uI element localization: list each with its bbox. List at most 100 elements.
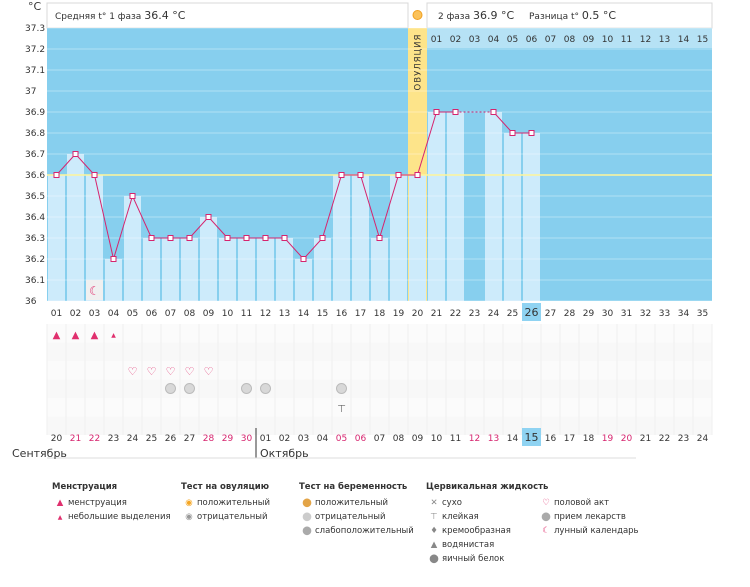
legend-item: ✕ сухо [426,496,548,510]
cycle-day-row [47,303,712,321]
phase2-day-label: 05 [507,35,518,45]
legend-item: ◉ отрицательный [181,510,270,524]
temperature-point [224,235,231,241]
date-label: 01 [260,434,271,444]
menstruation-drop-icon: ▲ [53,330,61,341]
event-row [47,342,712,361]
legend-item: ⬤ положительный [299,496,414,510]
temperature-bar [105,259,122,301]
difference-label: Разница t° [529,12,579,22]
event-row [47,324,712,343]
date-label: 04 [317,434,329,444]
legend-item: ☾ лунный календарь [538,524,638,538]
cycle-day-label: 04 [108,309,120,319]
date-label: 15 [525,431,539,444]
legend-cervical-title: Цервикальная жидкость [426,482,549,492]
cycle-day-label: 01 [51,309,62,319]
phase2-day-label: 10 [602,35,614,45]
test-positive-icon: ⬤ [302,498,312,508]
circle-gray-icon: ◉ [185,512,193,522]
phase2-value: 36.9 °C [472,9,515,22]
y-tick-label: 36.1 [25,276,45,286]
event-row [47,416,712,435]
temperature-point [509,130,516,136]
phase2-day-label: 07 [545,35,556,45]
date-label: 22 [659,434,670,444]
temperature-bar [371,238,388,301]
y-tick-label: 36.9 [25,108,45,118]
event-row [47,379,712,398]
legend-item: ⊤ клейкая [426,510,548,524]
cycle-day-label: 34 [678,309,690,319]
date-label: 09 [412,434,424,444]
temperature-point [376,235,383,241]
heart-icon: ♡ [147,365,157,378]
date-label: 21 [640,434,651,444]
cycle-day-label: 06 [146,309,158,319]
egg-white-icon: ⬤ [429,554,439,564]
y-tick-label: 36 [25,297,37,307]
chart-background [46,2,713,301]
drop-icon: ▲ [56,498,64,508]
ovulation-sun-icon [412,10,423,20]
event-row [47,398,712,417]
y-tick-label: 36.7 [25,150,45,160]
ovulation-label: ОВУЛЯЦИЯ [414,34,424,91]
y-tick-label: 36.4 [25,213,45,223]
temperature-point [243,235,250,241]
phase2-day-label: 04 [488,35,500,45]
legend-item: ◉ положительный [181,496,270,510]
temperature-point [53,172,60,178]
temperature-bars [48,112,540,301]
date-label: 12 [469,434,480,444]
test-negative-icon [241,383,252,394]
legend-ovulation-test: Тест на овуляцию ◉ положительный ◉ отрицат… [181,482,270,524]
legend-item: ⬤ слабоположительный [299,524,414,538]
cross-icon: ✕ [430,498,438,508]
test-negative-icon [184,383,195,394]
y-tick-label: 37.1 [25,66,45,76]
legend-pregnancy-test-title: Тест на беременность [299,482,408,492]
temperature-bar [333,175,350,301]
temperature-bar [314,238,331,301]
heart-icon: ♡ [166,365,176,378]
phase2-label: 2 фаза [438,12,471,22]
date-label: 20 [621,434,633,444]
phase2-day-header [427,28,712,48]
heart-icon: ♡ [128,365,138,378]
cycle-day-label: 09 [203,309,215,319]
moon-icon: ☾ [542,526,550,536]
cycle-day-label: 18 [374,309,386,319]
phase2-day-label: 11 [621,35,632,45]
cycle-day-label: 03 [89,309,100,319]
phase2-day-label: 08 [564,35,576,45]
temperature-point [129,193,136,199]
temperature-line-segment [56,111,456,261]
temperature-point [148,235,155,241]
date-label: 22 [89,434,100,444]
date-label: 21 [70,434,81,444]
legend-item: ♡ половой акт [538,496,639,510]
phase2-day-label: 14 [678,35,690,45]
sticky-icon: ⊤ [337,404,346,415]
date-label: 25 [146,434,157,444]
menstruation-drop-icon: ▲ [72,330,80,341]
date-label: 11 [450,434,461,444]
y-tick-label: 37.3 [25,24,45,34]
legend-menstruation-title: Менструация [52,482,118,492]
cycle-day-label: 31 [621,309,632,319]
date-label: 07 [374,434,385,444]
month-october: Октябрь [260,447,309,460]
date-label: 03 [298,434,309,444]
temperature-point [300,256,307,262]
date-label: 17 [564,434,575,444]
temperature-point [452,109,459,115]
date-label: 27 [184,434,195,444]
legend-cervical-fluid: Цервикальная жидкость ✕ сухо ⊤ клейкая ♦ кр… [426,482,548,566]
phase1-value: 36.4 °C [144,9,186,22]
y-tick-label: 37.2 [25,45,45,55]
date-label: 08 [393,434,405,444]
phase2-day-label: 13 [659,35,670,45]
date-label: 30 [241,434,253,444]
heart-icon: ♡ [542,498,550,508]
